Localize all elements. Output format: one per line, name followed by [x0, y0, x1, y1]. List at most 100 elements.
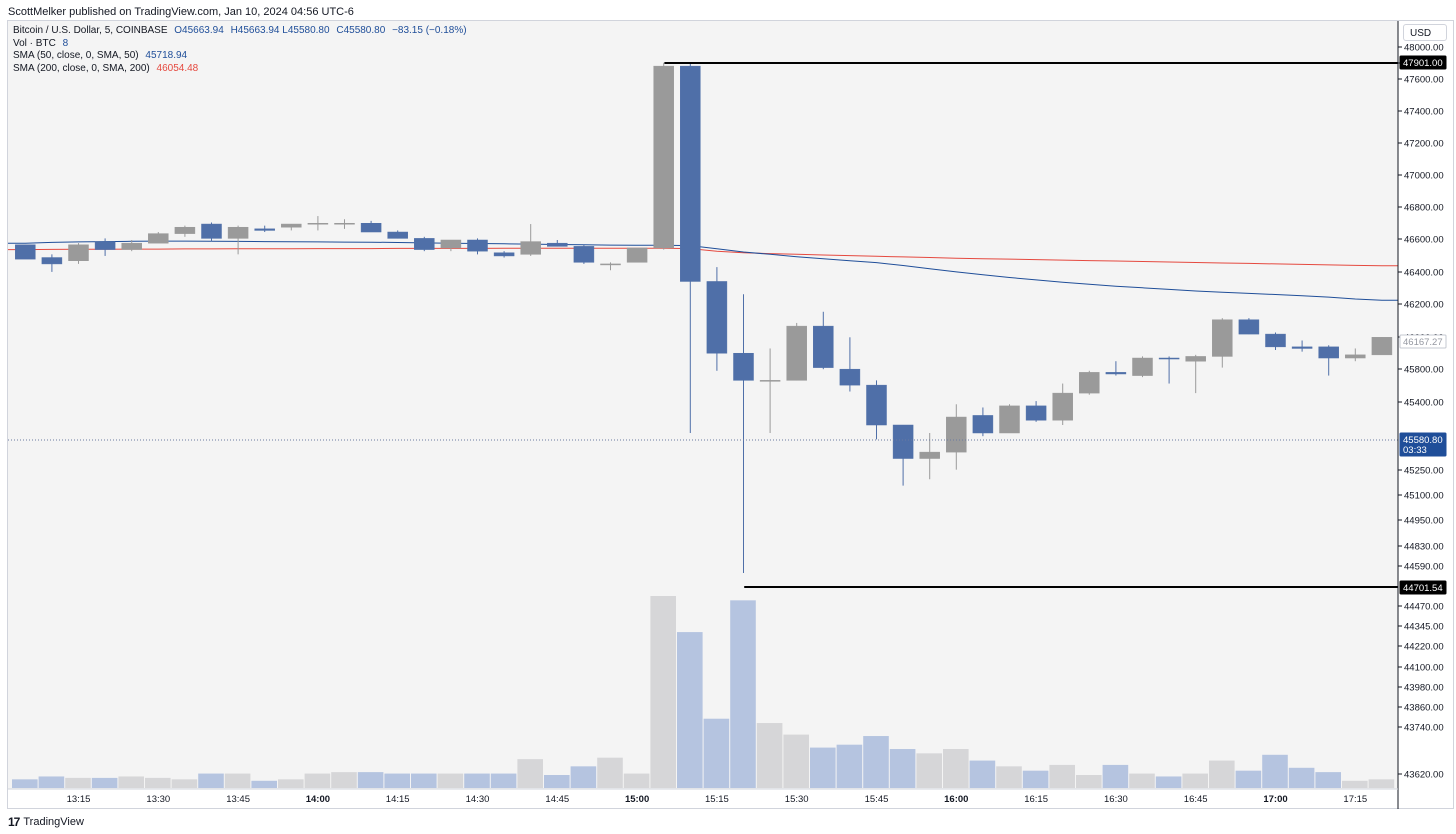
- volume-value: 8: [62, 37, 69, 49]
- volume-bar: [1022, 770, 1049, 788]
- legend-sma50-row[interactable]: SMA (50, close, 0, SMA, 50) 45718.94: [13, 50, 467, 63]
- candle-down: [414, 238, 435, 250]
- publish-header: ScottMelker published on TradingView.com…: [8, 6, 354, 18]
- time-tick-label: 15:30: [785, 794, 809, 805]
- candle-down: [573, 246, 595, 263]
- high-label-bg: [1399, 55, 1447, 70]
- candle-down: [387, 231, 408, 239]
- footer-brand[interactable]: 17 TradingView: [8, 815, 84, 829]
- price-tick-label: 47200.00: [1404, 139, 1444, 150]
- price-tick-label: 44950.00: [1404, 516, 1444, 527]
- volume-bar: [783, 734, 809, 788]
- volume-label: Vol · BTC: [13, 37, 56, 49]
- sma-50-line: [8, 240, 1398, 301]
- volume-bar: [863, 736, 889, 788]
- ohlc-change: −83.15 (−0.18%): [392, 25, 467, 36]
- ohlc-high: H45663.94: [230, 25, 280, 36]
- candle-up: [68, 244, 89, 261]
- volume-bar: [1182, 773, 1208, 788]
- volume-bar: [597, 757, 623, 788]
- candle-up: [786, 325, 807, 381]
- candle-up: [1371, 337, 1393, 356]
- ohlc-close: C45580.80: [336, 25, 386, 36]
- candle-down: [201, 223, 222, 239]
- volume-bar: [650, 596, 676, 788]
- time-tick-label: 14:00: [306, 794, 330, 805]
- volume-bar: [1209, 760, 1235, 788]
- time-tick-label: 13:15: [67, 794, 91, 805]
- symbol-name[interactable]: Bitcoin / U.S. Dollar, 5, COINBASE: [13, 25, 168, 36]
- sma200-label: SMA (200, close, 0, SMA, 200): [13, 62, 150, 74]
- candle-down: [866, 384, 887, 426]
- candle-down: [733, 352, 754, 381]
- ohlc-open: O45663.94: [174, 25, 224, 36]
- candle-down: [1318, 346, 1339, 359]
- volume-bar: [118, 776, 144, 788]
- volume-bar: [544, 775, 570, 788]
- candle-up: [600, 263, 621, 266]
- tradingview-brand: TradingView: [23, 816, 84, 828]
- candle-up: [307, 222, 329, 225]
- volume-bar: [730, 600, 756, 788]
- price-tick-label: 45250.00: [1404, 466, 1444, 477]
- candle-down: [1238, 319, 1260, 335]
- price-tick-label: 44100.00: [1404, 663, 1444, 674]
- candle-down: [813, 325, 834, 368]
- plot-area: [8, 21, 1398, 789]
- time-tick-label: 14:45: [545, 794, 569, 805]
- last-price-tag-bg: [1399, 432, 1447, 457]
- candle-up: [227, 226, 249, 239]
- volume-bar: [437, 773, 464, 788]
- price-tick-label: 48000.00: [1404, 43, 1444, 54]
- price-tick-label: 47000.00: [1404, 171, 1444, 182]
- volume-bar: [836, 744, 863, 788]
- candle-up: [653, 65, 674, 249]
- candle-up: [121, 242, 142, 250]
- currency-button[interactable]: USD: [1403, 24, 1447, 41]
- price-tick-label: 45800.00: [1404, 365, 1444, 376]
- volume-bar: [1049, 764, 1075, 788]
- price-axis: 48000.0047800.0047600.0047400.0047200.00…: [1398, 43, 1444, 781]
- volume-bar: [570, 766, 597, 788]
- sma-200-line: [8, 247, 1398, 267]
- candles: [15, 62, 1393, 574]
- volume-bar: [517, 759, 543, 788]
- high-price-label: 47901.00: [1403, 58, 1443, 69]
- countdown-label: 03:33: [1403, 445, 1427, 456]
- price-tick-label: 44590.00: [1404, 562, 1444, 573]
- legend-sma200-row[interactable]: SMA (200, close, 0, SMA, 200) 46054.48: [13, 63, 467, 76]
- volume-bar: [703, 718, 730, 788]
- sma50-value: 45718.94: [145, 50, 188, 62]
- range-lines: [8, 62, 1398, 588]
- volume-bar: [198, 773, 224, 788]
- price-tick-label: 45100.00: [1404, 491, 1444, 502]
- candle-up: [626, 247, 648, 263]
- legend: Bitcoin / U.S. Dollar, 5, COINBASE O4566…: [13, 25, 467, 75]
- legend-volume-row[interactable]: Vol · BTC 8: [13, 38, 467, 51]
- price-tick-label: 47600.00: [1404, 75, 1444, 86]
- volume-bar: [889, 749, 916, 788]
- candle-down: [839, 368, 861, 386]
- volume-bar: [756, 723, 783, 788]
- volume-bar: [251, 780, 277, 788]
- candle-up: [1185, 356, 1206, 362]
- volume-bar: [943, 749, 969, 788]
- time-tick-label: 15:45: [865, 794, 889, 805]
- candle-up: [1052, 392, 1073, 421]
- candle-up: [1132, 357, 1153, 376]
- price-tick-label: 43740.00: [1404, 723, 1444, 734]
- candle-down: [972, 415, 994, 434]
- volume-bar: [677, 632, 703, 788]
- time-axis: 13:15 13:30 13:45 14:00 14:15 14:30 14:45 15:00…: [67, 794, 1368, 805]
- time-tick-label: 16:15: [1024, 794, 1048, 805]
- price-tick-label: 44220.00: [1404, 642, 1444, 653]
- candle-down: [892, 424, 914, 459]
- candle-up: [148, 233, 169, 244]
- volume-bar: [1102, 764, 1129, 788]
- volume-bar: [996, 766, 1022, 788]
- volume-bar: [304, 773, 331, 788]
- volume-bar: [411, 773, 437, 788]
- candle-down: [360, 222, 382, 233]
- volume-bar: [916, 753, 942, 788]
